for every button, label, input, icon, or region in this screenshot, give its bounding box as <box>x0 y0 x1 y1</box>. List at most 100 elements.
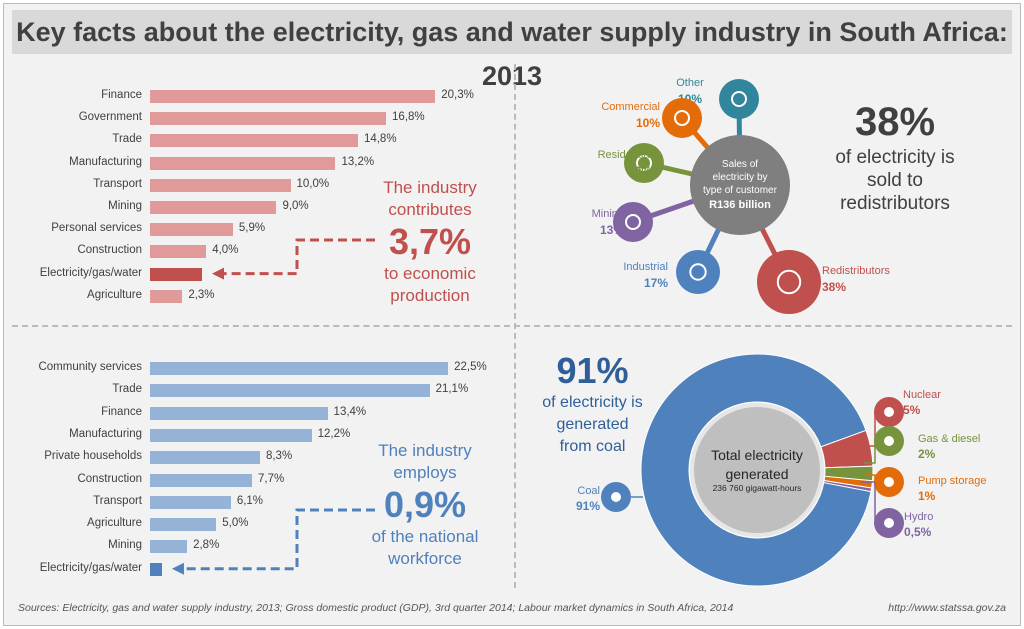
gdp-callout-line: contributes <box>388 200 472 219</box>
bar <box>150 201 277 214</box>
hub-text: Sales of <box>722 159 758 170</box>
bar <box>150 428 312 442</box>
bar <box>150 112 387 126</box>
hub-circle <box>690 135 790 235</box>
bar <box>150 451 260 465</box>
emp-callout-line: The industry <box>378 441 472 460</box>
donut-center-text: Total electricity <box>711 447 803 463</box>
bar-category-label: Trade <box>112 383 142 396</box>
hub-text: type of customer <box>703 185 778 196</box>
bar-value-label: 5,0% <box>222 517 249 530</box>
emp-callout-line: of the national <box>371 527 479 546</box>
bar-category-label: Manufacturing <box>69 427 142 440</box>
slice-name: Hydro <box>904 511 933 523</box>
bar-value-label: 22,5% <box>454 361 487 373</box>
mine-cart-icon-glyph <box>625 214 641 230</box>
bar <box>150 289 183 303</box>
flame-icon-glyph <box>884 436 894 446</box>
bar-value-label: 8,3% <box>265 450 293 463</box>
bar <box>150 134 358 148</box>
dashed-arrow <box>179 508 375 571</box>
bar-value-label: 16,8% <box>392 111 425 124</box>
gdp-callout-line: The industry <box>383 178 477 197</box>
bar <box>150 178 291 192</box>
bar-value-label: 21,1% <box>435 383 469 396</box>
slice-value: 17% <box>644 276 668 290</box>
donut-slice <box>640 353 872 587</box>
bar-category-label: Construction <box>77 472 142 485</box>
gdp-callout-line: to economic <box>384 264 476 283</box>
gdp-callout: The industry contributes 3,7% to economi… <box>360 177 500 307</box>
donut-center <box>690 403 824 537</box>
bar <box>150 562 162 576</box>
emp-callout: The industry employs 0,9% of the nationa… <box>355 440 495 570</box>
emp-callout-value: 0,9% <box>383 484 467 525</box>
gear-icon <box>676 250 720 294</box>
slice-value: 1% <box>918 489 936 503</box>
office-worker-icon <box>662 98 702 138</box>
bar-category-label: Private households <box>44 450 142 463</box>
mine-cart-icon <box>613 202 653 242</box>
factory-pylon-icon <box>757 250 821 314</box>
bar-value-label: 13,2% <box>341 155 375 168</box>
office-worker-icon-glyph <box>674 110 690 126</box>
hub-value: R136 billion <box>709 199 771 211</box>
slice-name: Mining <box>592 208 624 220</box>
slice-value: 0,5% <box>904 525 932 539</box>
emp-callout-line: workforce <box>388 549 462 568</box>
coal-truck-icon-glyph <box>611 492 621 502</box>
donut-center-text: generated <box>725 466 788 482</box>
bar-value-label: 10,0% <box>296 177 330 190</box>
sales-callout-line: of electricity is <box>835 147 955 168</box>
bar <box>150 406 328 420</box>
bar-category-label: Transport <box>93 177 142 190</box>
bar-value-label: 7,7% <box>258 472 285 485</box>
donut-center-sub: 236 760 gigawatt-hours <box>713 483 802 493</box>
slice-name: Industrial <box>623 261 668 273</box>
tap-icon-glyph <box>884 477 894 487</box>
arrow-head <box>171 562 184 575</box>
slice-value: 5% <box>903 403 921 417</box>
bar-category-label: Electricity/gas/water <box>39 561 142 574</box>
bar-value-label: 6,1% <box>236 494 264 507</box>
house-icon-glyph <box>636 155 652 171</box>
bar-value-label: 2,8% <box>193 539 220 552</box>
bar-category-label: Government <box>78 111 142 124</box>
bar-value-label: 13,4% <box>333 405 367 418</box>
coal-callout-line: from coal <box>559 438 626 455</box>
slice-value: 91% <box>576 499 600 513</box>
house-icon <box>624 143 664 183</box>
water-drop-icon-glyph <box>884 518 894 528</box>
bar-value-label: 4,0% <box>212 244 239 257</box>
slice-value: 38% <box>822 280 846 294</box>
bar <box>150 156 336 170</box>
slice-name: Coal <box>577 485 600 497</box>
coal-callout-value: 91% <box>556 350 629 391</box>
bar <box>150 245 207 259</box>
bar-category-label: Mining <box>108 539 142 552</box>
hub-text: electricity by <box>712 172 767 183</box>
circle-icon-glyph <box>731 91 747 107</box>
radiation-icon-glyph <box>884 407 894 417</box>
bar-category-label: Transport <box>93 494 142 507</box>
bar-value-label: 14,8% <box>363 133 397 146</box>
emp-callout-line: employs <box>393 463 457 482</box>
dashed-arrow <box>219 238 375 276</box>
bar-category-label: Agriculture <box>87 288 142 301</box>
slice-name: Pump storage <box>918 475 986 487</box>
bar-value-label: 20,3% <box>441 89 474 101</box>
bar-category-label: Finance <box>101 89 142 101</box>
bar-category-label: Agriculture <box>87 517 142 530</box>
sources-footer: Sources: Electricity, gas and water supp… <box>18 602 734 614</box>
coal-callout: 91% of electricity is generated from coa… <box>525 350 660 458</box>
slice-value: 12% <box>628 164 652 178</box>
source-url[interactable]: http://www.statssa.gov.za <box>888 602 1006 614</box>
bar-category-label: Community services <box>38 361 142 373</box>
bar <box>150 473 253 487</box>
divider <box>514 64 516 588</box>
slice-name: Residential <box>598 149 652 161</box>
slice-name: Nuclear <box>903 389 941 401</box>
sales-callout: 38% of electricity is sold to redistribu… <box>810 98 980 215</box>
coal-callout-line: generated <box>556 416 629 433</box>
bar-category-label: Construction <box>77 244 142 257</box>
